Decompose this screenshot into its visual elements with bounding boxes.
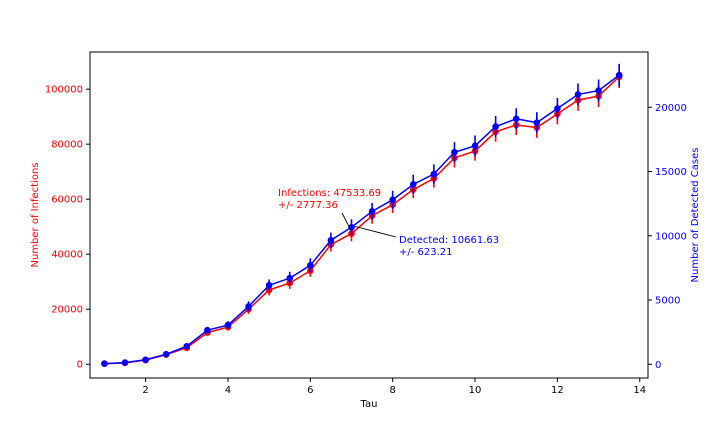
annotation-detected-line1: Detected: 10661.63 xyxy=(399,235,499,246)
data-point xyxy=(533,119,541,126)
annotation-detected: Detected: 10661.63 +/- 623.21 xyxy=(354,225,499,258)
annotation-detected-line2: +/- 623.21 xyxy=(399,247,453,258)
data-point xyxy=(389,196,396,204)
annotation-infections: Infections: 47533.69 +/- 2777.36 xyxy=(278,188,381,230)
y-right-tick-label: 20000 xyxy=(655,103,687,114)
y-right-tick-label: 15000 xyxy=(655,167,687,178)
series-infections xyxy=(101,65,623,367)
data-point xyxy=(409,181,417,188)
data-point xyxy=(554,105,561,112)
x-tick-label: 10 xyxy=(469,385,482,396)
y-right-tick-label: 0 xyxy=(655,360,661,371)
y-left-tick-label: 0 xyxy=(77,360,83,371)
x-tick-label: 4 xyxy=(225,385,231,396)
annotation-detected-arrow xyxy=(354,225,397,238)
data-point xyxy=(307,262,314,269)
data-point xyxy=(183,342,191,350)
data-point xyxy=(492,123,499,130)
data-point xyxy=(512,115,520,123)
x-tick-label: 2 xyxy=(142,385,148,396)
y-left-tick-label: 40000 xyxy=(51,250,83,261)
data-point xyxy=(368,208,376,215)
data-point xyxy=(286,274,294,282)
y-right-tick-label: 10000 xyxy=(655,231,687,242)
data-point xyxy=(245,303,252,310)
y-right-tick-label: 5000 xyxy=(655,296,680,307)
x-tick-label: 14 xyxy=(633,385,646,396)
series-line xyxy=(104,76,620,365)
y-axis-left-label: Number of Infections xyxy=(30,163,41,268)
data-point xyxy=(471,142,479,150)
data-point xyxy=(451,148,458,156)
plot-frame xyxy=(89,51,649,379)
data-point xyxy=(265,281,273,289)
data-point xyxy=(224,321,232,329)
data-point xyxy=(204,326,211,334)
data-point xyxy=(574,91,582,98)
data-point xyxy=(327,236,335,244)
x-axis-label: Tau xyxy=(360,399,378,410)
series-line xyxy=(104,74,620,365)
data-layer xyxy=(101,63,623,367)
x-tick-label: 6 xyxy=(307,385,313,396)
y-left-tick-label: 100000 xyxy=(45,85,83,96)
data-point xyxy=(101,360,108,367)
annotation-infections-arrow xyxy=(341,212,351,230)
y-left-tick-label: 60000 xyxy=(51,195,83,206)
data-point xyxy=(121,359,129,366)
y-left-tick-label: 80000 xyxy=(51,140,83,151)
y-left-tick-label: 20000 xyxy=(51,305,83,316)
data-point xyxy=(162,350,170,358)
annotation-infections-line2: +/- 2777.36 xyxy=(278,200,338,211)
data-point xyxy=(142,356,149,364)
x-tick-label: 12 xyxy=(551,385,564,396)
annotation-infections-line1: Infections: 47533.69 xyxy=(278,188,381,199)
series-detected xyxy=(101,63,623,367)
axes-layer: 2 4 6 8 10 12 14 0 20000 40000 60000 80000 100000 0 50… xyxy=(45,51,687,396)
data-point xyxy=(430,170,438,178)
y-axis-right-label: Number of Detected Cases xyxy=(690,148,701,283)
x-tick-label: 8 xyxy=(389,385,395,396)
data-point xyxy=(595,87,602,94)
data-point xyxy=(615,71,623,79)
